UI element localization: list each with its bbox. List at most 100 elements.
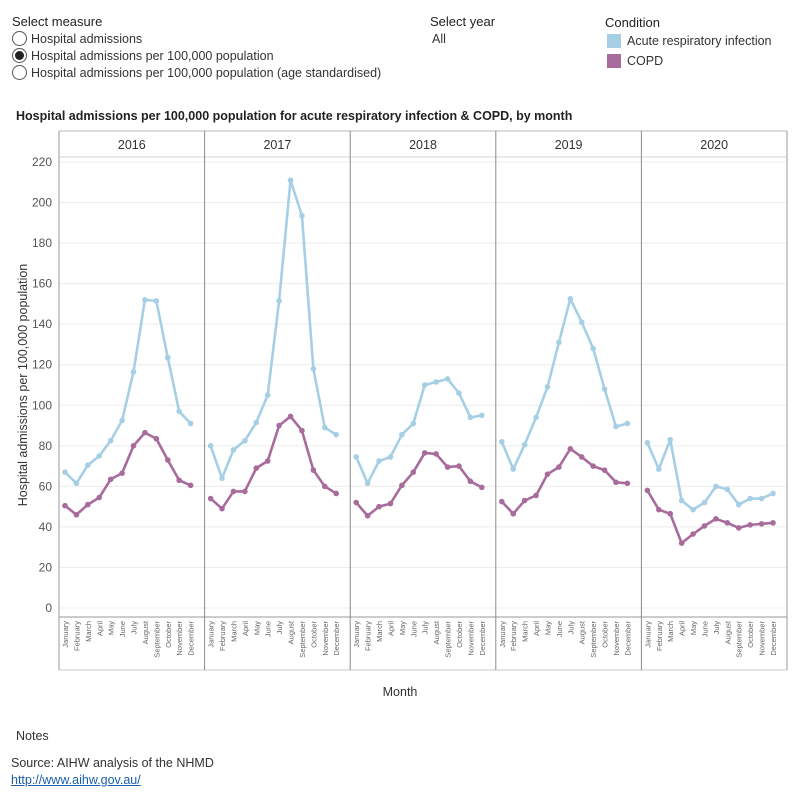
data-point xyxy=(73,480,80,487)
x-tick-label: October xyxy=(601,621,610,648)
data-point xyxy=(444,376,451,382)
measure-option-per-100000[interactable]: Hospital admissions per 100,000 populati… xyxy=(12,47,274,64)
radio-icon[interactable] xyxy=(12,31,27,46)
source-link[interactable]: http://www.aihw.gov.au/ xyxy=(11,773,141,787)
x-tick-label: November xyxy=(466,621,475,656)
data-point xyxy=(433,379,439,385)
data-point xyxy=(479,412,485,419)
data-point xyxy=(299,427,305,434)
y-tick-label: 140 xyxy=(32,317,52,331)
x-tick-label: February xyxy=(72,621,81,651)
data-point xyxy=(556,339,562,346)
radio-icon[interactable] xyxy=(12,48,27,63)
x-axis-label: Month xyxy=(383,685,418,699)
x-tick-label: January xyxy=(643,621,652,648)
line-chart: 0 20 40 60 80 100 120 140 160 180 200 220 Hospital a… xyxy=(16,130,788,699)
source-text: Source: AIHW analysis of the NHMD xyxy=(11,756,214,770)
y-tick-label: 0 xyxy=(45,601,52,615)
data-point xyxy=(142,297,148,303)
data-point xyxy=(770,490,776,497)
data-point xyxy=(690,531,696,537)
data-point xyxy=(287,177,294,184)
x-tick-label: April xyxy=(386,621,395,636)
data-point xyxy=(544,471,551,478)
data-point xyxy=(62,469,68,475)
x-tick-label: January xyxy=(352,621,361,648)
notes-label[interactable]: Notes xyxy=(16,729,49,743)
y-tick-label: 220 xyxy=(32,155,52,169)
y-tick-label: 200 xyxy=(32,196,52,210)
data-point xyxy=(376,458,382,464)
data-point xyxy=(176,477,182,484)
data-point xyxy=(578,319,585,325)
panel-year-label: 2017 xyxy=(263,138,291,152)
data-point xyxy=(724,520,731,526)
data-point xyxy=(747,522,753,528)
data-point xyxy=(713,516,719,522)
panel-year-label: 2020 xyxy=(700,138,728,152)
data-point xyxy=(567,296,574,302)
x-tick-label: May xyxy=(398,621,407,635)
y-axis-label: Hospital admissions per 100,000 populati… xyxy=(16,264,30,507)
year-selector-value[interactable]: All xyxy=(432,32,446,46)
data-point xyxy=(667,510,674,517)
x-tick-label: May xyxy=(252,621,261,635)
data-point xyxy=(713,483,719,490)
x-tick-label: April xyxy=(532,621,541,636)
data-point xyxy=(107,476,114,483)
x-tick-label: February xyxy=(218,621,227,651)
data-point xyxy=(321,424,328,431)
x-tick-label: February xyxy=(655,621,664,651)
data-point xyxy=(364,480,371,487)
x-tick-label: October xyxy=(309,621,318,648)
data-point xyxy=(578,454,585,460)
series-line xyxy=(354,451,484,518)
y-tick-label: 160 xyxy=(32,277,52,291)
x-tick-label: January xyxy=(61,621,70,648)
radio-icon[interactable] xyxy=(12,65,27,80)
data-point xyxy=(701,499,708,506)
series-line xyxy=(63,298,192,485)
data-point xyxy=(421,450,428,456)
x-tick-label: February xyxy=(509,621,518,651)
data-point xyxy=(364,512,371,519)
measure-option-age-standardised[interactable]: Hospital admissions per 100,000 populati… xyxy=(12,64,381,81)
data-point xyxy=(521,497,528,504)
x-tick-label: April xyxy=(241,621,250,636)
x-tick-label: December xyxy=(478,621,487,656)
legend-title: Condition xyxy=(605,15,660,30)
data-point xyxy=(219,505,225,512)
data-point xyxy=(276,298,282,304)
x-tick-label: September xyxy=(735,620,744,657)
data-point xyxy=(747,495,753,502)
data-point xyxy=(264,392,271,398)
panel-year-label: 2018 xyxy=(409,138,437,152)
year-selector-title: Select year xyxy=(430,14,496,29)
legend-item-acute-respiratory[interactable]: Acute respiratory infection xyxy=(607,33,772,49)
x-tick-label: July xyxy=(421,621,430,635)
data-point xyxy=(421,382,428,388)
legend-item-copd[interactable]: COPD xyxy=(607,53,663,69)
data-point xyxy=(310,365,317,372)
data-point xyxy=(219,475,225,482)
data-point xyxy=(656,506,662,513)
x-tick-label: October xyxy=(746,621,755,648)
x-tick-label: November xyxy=(612,621,621,656)
data-point xyxy=(119,470,125,476)
data-point xyxy=(353,454,360,460)
x-tick-label: December xyxy=(623,621,632,656)
data-point xyxy=(479,484,485,491)
y-tick-label: 60 xyxy=(39,479,53,493)
x-tick-label: August xyxy=(432,620,441,644)
data-point xyxy=(567,446,574,452)
data-point xyxy=(613,423,619,430)
x-tick-label: November xyxy=(175,621,184,656)
measure-option-admissions[interactable]: Hospital admissions xyxy=(12,30,142,47)
data-point xyxy=(230,447,237,453)
data-point xyxy=(467,414,474,421)
data-point xyxy=(187,420,194,427)
data-point xyxy=(724,486,731,493)
data-point xyxy=(85,462,91,468)
x-tick-label: June xyxy=(700,621,709,637)
data-point xyxy=(590,345,596,352)
